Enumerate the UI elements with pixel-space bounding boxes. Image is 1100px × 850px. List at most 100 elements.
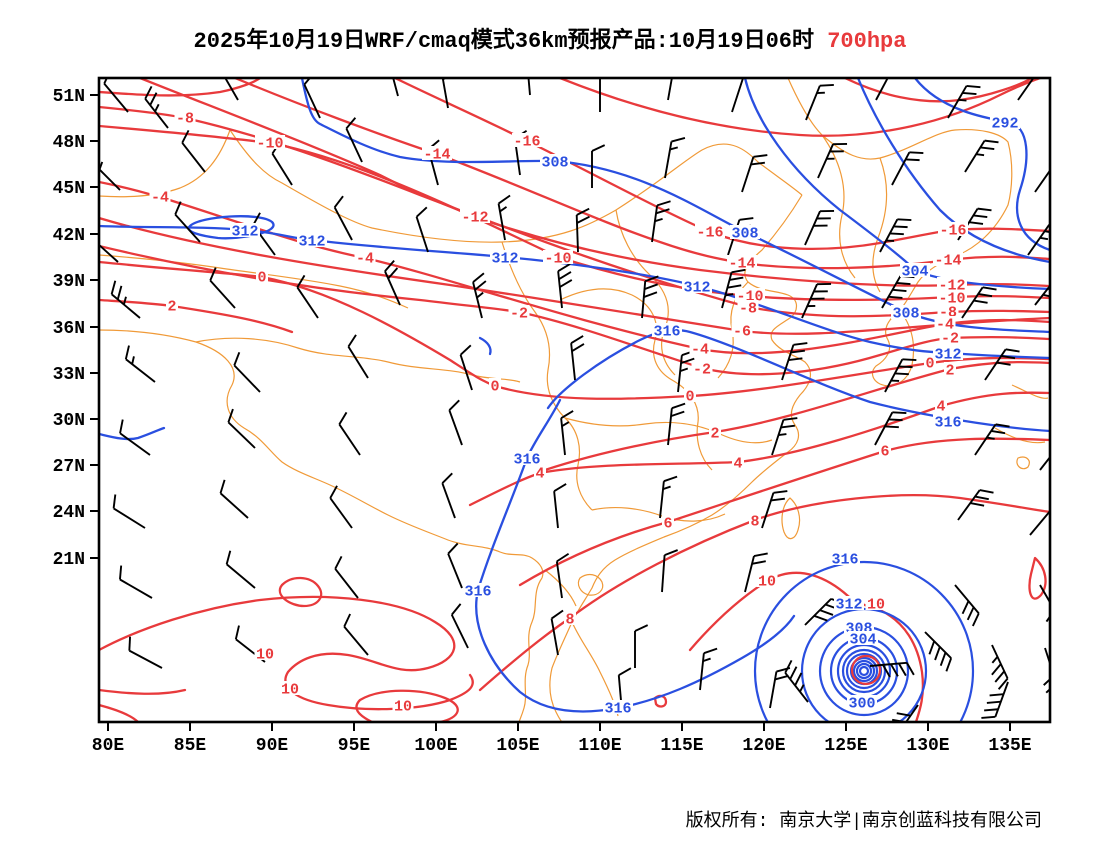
province-boundary-line [1016,456,1030,470]
wind-barb [599,78,601,112]
wind-barb [225,550,256,589]
contour-label-halo [230,223,260,237]
contour-label: 10 [256,647,274,664]
contour-label: -14 [728,256,755,273]
contour-label-halo [731,323,753,337]
wind-barb [119,419,151,456]
wind-barb [664,137,686,179]
wind-barb [224,78,239,101]
wind-barb [441,472,456,519]
wind-barb [560,410,574,456]
wind-barb [347,334,369,379]
contour-label: -8 [739,301,757,318]
contour-label: 316 [513,452,540,469]
wind-barb [1017,78,1035,101]
contour-label-halo [844,620,874,634]
wind-barb [634,624,649,668]
wind-barb [570,335,585,381]
contour-label: -8 [176,111,194,128]
contour-label-halo [691,361,713,375]
contour-label-halo [848,631,878,645]
contour-label: 316 [831,552,858,569]
contour-label: -10 [256,136,283,153]
wind-barb [1027,223,1050,256]
contour-label: -14 [934,253,961,270]
province-boundary-line [549,194,812,722]
contour-label-halo [865,596,887,610]
province-boundary-line [787,78,1013,313]
contour-label-halo [937,304,959,318]
wind-barb [661,549,678,593]
temperature-contour [278,576,323,608]
contour-label: 308 [892,306,919,323]
wind-barb [415,206,429,253]
cyclone-height-ring [858,665,870,677]
wind-barb [879,218,912,253]
lon-tick-label: 90E [256,736,289,756]
wind-barb [99,243,119,263]
wind-barb [761,490,788,529]
lat-tick-label: 48N [53,133,85,153]
contour-label-halo [709,425,721,439]
contour-label: 300 [848,696,875,713]
province-boundary-line [615,209,676,376]
contour-label: 10 [281,682,299,699]
lon-tick-label: 130E [906,736,949,756]
cyclone-height-ring [753,560,975,722]
contour-label: -10 [544,251,571,268]
contour-label-halo [512,133,542,147]
contour-label: 4 [936,399,945,416]
wind-barb [964,139,999,173]
contour-label-halo [990,115,1020,129]
contour-label: 10 [867,597,885,614]
wind-barb [333,195,353,241]
wind-barb [947,85,981,119]
province-boundary-line [195,337,521,383]
contour-label-halo [490,250,520,264]
temperature-contour [99,216,1050,335]
wind-barb [553,483,567,529]
copyright: 版权所有: 南京大学|南京创蓝科技有限公司 [685,812,1042,832]
province-boundary-line [559,288,713,471]
wind-barb [144,85,169,129]
contour-label: 8 [565,612,574,629]
contour-label-halo [727,255,757,269]
wind-barb [384,260,401,306]
wind-barb [981,681,1009,719]
contour-label-halo [933,414,963,428]
height-contour [856,78,1050,264]
contour-label-halo [149,189,171,203]
lat-tick-label: 42N [53,226,85,246]
province-boundary-line [872,157,888,293]
contour-label: -14 [423,147,450,164]
wind-barb [450,603,469,649]
contour-label-halo [463,583,493,597]
wind-barb [891,151,924,186]
contour-label: -4 [936,317,954,334]
wind-barb [233,351,261,393]
lon-tick-label: 100E [414,736,457,756]
wind-barb [817,143,848,179]
contour-label: -6 [733,324,751,341]
wind-barb [804,210,835,246]
cyclone-height-ring [855,662,873,680]
contour-label-halo [508,305,530,319]
contour-label-halo [737,300,759,314]
contour-label: 304 [849,632,876,649]
contour-label: 0 [685,389,694,406]
contour-label: 308 [541,155,568,172]
contour-label: 2 [945,363,954,380]
wind-barb [974,423,1010,456]
contour-label: 312 [298,234,325,251]
contour-label-halo [935,398,947,412]
contour-label-halo [937,290,967,304]
province-boundary-line [99,129,231,198]
height-contour [187,215,275,240]
wind-barb [801,283,832,319]
contour-label-halo [534,465,546,479]
height-contour [546,328,1050,433]
wind-barb [641,275,659,319]
lon-tick-label: 85E [174,736,207,756]
contour-label: 4 [733,456,742,473]
